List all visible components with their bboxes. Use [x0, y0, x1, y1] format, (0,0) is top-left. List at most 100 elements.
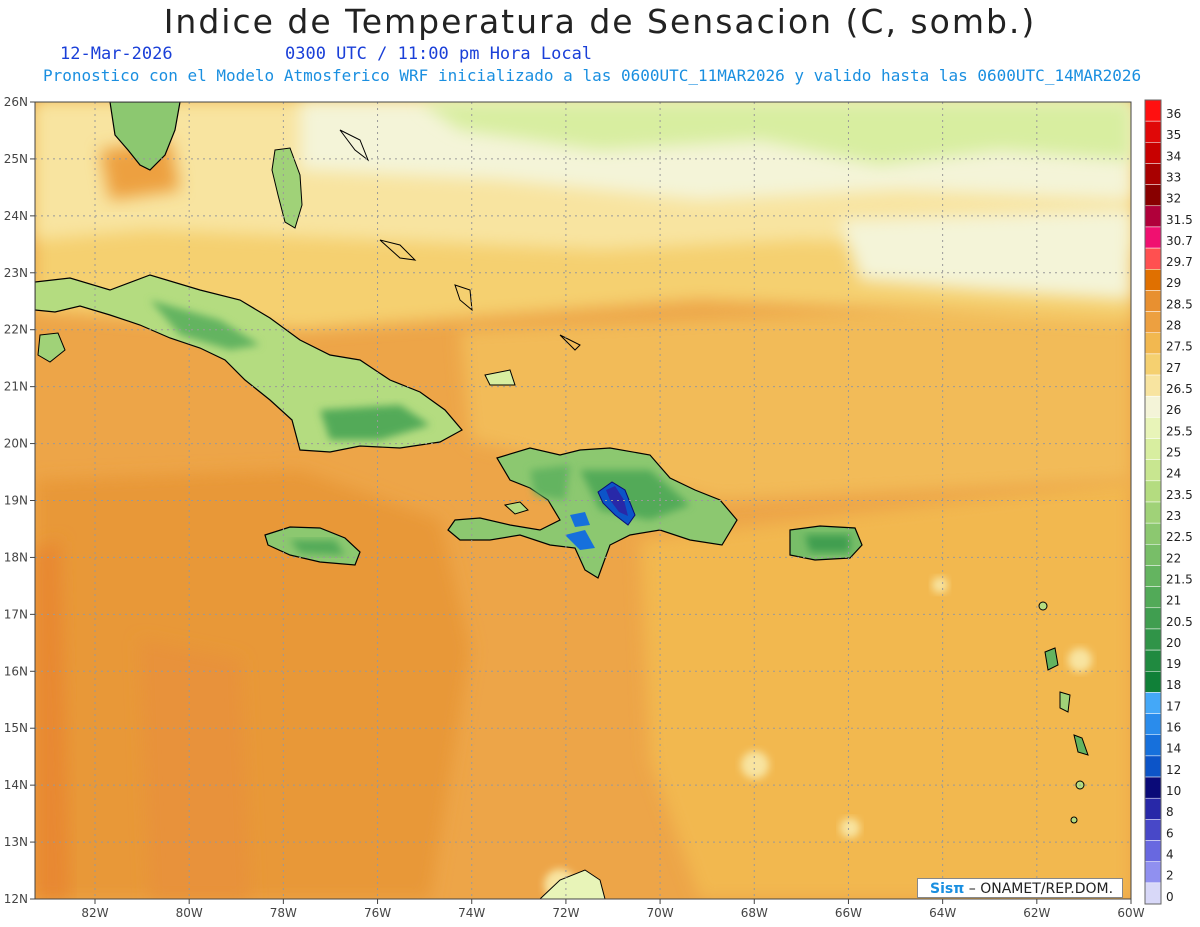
- andros-land: [271, 147, 303, 229]
- hispaniola-land: [447, 447, 738, 579]
- colorbar-label: 27: [1166, 361, 1181, 375]
- lon-tick-label: 78W: [270, 906, 297, 920]
- lat-tick-label: 19N: [4, 494, 28, 508]
- colorbar-label: 19: [1166, 657, 1181, 671]
- gonave-island: [503, 501, 529, 515]
- florida-land: [109, 102, 181, 171]
- colorbar-swatch: [1144, 607, 1162, 630]
- longitude-labels: 82W 80W 78W 76W 74W 72W 70W 68W 66W 64W 62W 60W: [81, 899, 1145, 920]
- colorbar-swatch: [1144, 861, 1162, 884]
- colorbar-label: 21.5: [1166, 572, 1193, 586]
- sispi-logo: Sisπ: [930, 881, 965, 897]
- lat-tick-label: 13N: [4, 835, 28, 849]
- small-island: [1070, 816, 1078, 824]
- colorbar-swatch: [1144, 332, 1162, 355]
- colorbar-label: 29: [1166, 276, 1181, 290]
- colorbar-swatch: [1144, 840, 1162, 862]
- colorbar-swatch: [1144, 649, 1162, 672]
- lat-tick-label: 25N: [4, 152, 28, 166]
- small-island: [1038, 601, 1048, 611]
- lon-tick-label: 70W: [647, 906, 674, 920]
- credit-box: Sisπ – ONAMET/REP.DOM.: [917, 878, 1123, 898]
- land-masses: [35, 102, 1089, 899]
- colorbar-label: 36: [1166, 107, 1181, 121]
- south-america-coast: [539, 869, 606, 899]
- lat-tick-label: 18N: [4, 550, 28, 564]
- colorbar-label: 28: [1166, 319, 1181, 333]
- colorbar-label: 14: [1166, 742, 1181, 756]
- colorbar-swatch: [1144, 290, 1162, 312]
- lat-tick-label: 24N: [4, 209, 28, 223]
- guadeloupe-island: [1044, 647, 1059, 671]
- lon-tick-label: 60W: [1117, 906, 1144, 920]
- colorbar-label: 22: [1166, 551, 1181, 565]
- lon-tick-label: 68W: [741, 906, 768, 920]
- colorbar-swatch: [1144, 142, 1162, 164]
- colorbar-label: 21: [1166, 594, 1181, 608]
- colorbar-frame: [1144, 99, 1162, 905]
- colorbar-label: 2: [1166, 869, 1174, 883]
- colorbar-label: 25.5: [1166, 424, 1193, 438]
- colorbar-swatch: [1144, 226, 1162, 249]
- lon-tick-label: 64W: [929, 906, 956, 920]
- colorbar-label: 22.5: [1166, 530, 1193, 544]
- lon-tick-label: 66W: [835, 906, 862, 920]
- lon-tick-label: 74W: [458, 906, 485, 920]
- lon-tick-label: 72W: [552, 906, 579, 920]
- colorbar-label: 24: [1166, 467, 1181, 481]
- colorbar-swatch: [1144, 734, 1162, 757]
- colorbar-swatch: [1144, 374, 1162, 397]
- colorbar-label: 16: [1166, 721, 1181, 735]
- colorbar-swatch: [1144, 522, 1162, 545]
- colorbar-swatch: [1144, 184, 1162, 207]
- colorbar-label: 28.5: [1166, 297, 1193, 311]
- st-lucia-island: [1073, 734, 1089, 756]
- colorbar-label: 31.5: [1166, 213, 1193, 227]
- colorbar-swatch: [1144, 692, 1162, 714]
- lon-tick-label: 76W: [364, 906, 391, 920]
- colorbar-swatch: [1144, 480, 1162, 503]
- colorbar-label: 0: [1166, 890, 1174, 904]
- colorbar-label: 34: [1166, 149, 1181, 163]
- lon-tick-label: 80W: [176, 906, 203, 920]
- colorbar-swatch: [1144, 671, 1162, 693]
- colorbar-label: 25: [1166, 446, 1181, 460]
- colorbar-label: 8: [1166, 805, 1174, 819]
- lat-tick-label: 21N: [4, 380, 28, 394]
- lat-tick-label: 17N: [4, 607, 28, 621]
- colorbar-swatch: [1144, 395, 1162, 418]
- colorbar-label: 20: [1166, 636, 1181, 650]
- colorbar-label: 12: [1166, 763, 1181, 777]
- colorbar-swatch: [1144, 311, 1162, 333]
- colorbar-label: 27.5: [1166, 340, 1193, 354]
- colorbar-swatch: [1144, 544, 1162, 566]
- colorbar-label: 10: [1166, 784, 1181, 798]
- isla-juventud-land: [37, 332, 66, 363]
- temperature-field: [35, 102, 1131, 899]
- colorbar-swatch: [1144, 99, 1162, 122]
- lat-tick-label: 20N: [4, 437, 28, 451]
- colorbar-label: 17: [1166, 699, 1181, 713]
- colorbar-label: 26.5: [1166, 382, 1193, 396]
- lat-lon-grid: [35, 102, 1131, 899]
- lat-tick-label: 15N: [4, 721, 28, 735]
- colorbar-label: 33: [1166, 170, 1181, 184]
- colorbar-label: 29.7: [1166, 255, 1193, 269]
- colorbar: 363534333231.530.729.72928.52827.52726.5…: [1144, 99, 1193, 905]
- colorbar-label: 35: [1166, 128, 1181, 142]
- colorbar-swatch: [1144, 819, 1162, 841]
- colorbar-swatch: [1144, 459, 1162, 482]
- lat-tick-label: 23N: [4, 266, 28, 280]
- model-subtitle: Pronostico con el Modelo Atmosferico WRF…: [43, 66, 1142, 85]
- colorbar-label: 20.5: [1166, 615, 1193, 629]
- map-title: Indice de Temperatura de Sensacion (C, s…: [163, 2, 1037, 41]
- lon-tick-label: 62W: [1023, 906, 1050, 920]
- lat-tick-label: 26N: [4, 95, 28, 109]
- colorbar-swatch: [1144, 882, 1162, 905]
- credit-text: – ONAMET/REP.DOM.: [968, 881, 1114, 897]
- forecast-date: 12-Mar-2026: [60, 44, 173, 64]
- colorbar-label: 26: [1166, 403, 1181, 417]
- lat-tick-label: 16N: [4, 664, 28, 678]
- colorbar-swatch: [1144, 628, 1162, 651]
